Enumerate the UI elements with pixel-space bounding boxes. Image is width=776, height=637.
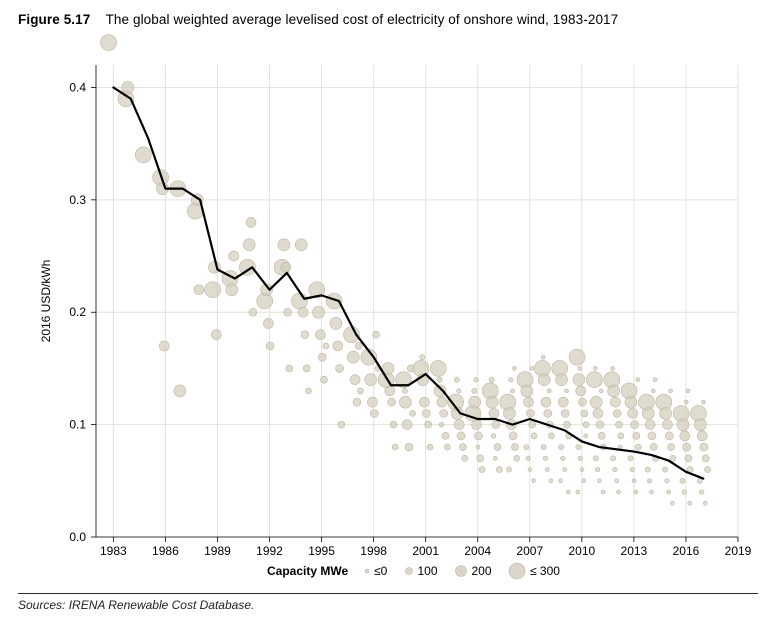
chart-area: 0.0 0.1 0.2 0.3 0.4 1983 1986 1989 1992 1995 1998 2…	[18, 31, 758, 587]
figure-title-text: The global weighted average levelised co…	[106, 12, 619, 27]
svg-text:1992: 1992	[256, 544, 283, 558]
svg-text:2019: 2019	[725, 544, 752, 558]
svg-text:1986: 1986	[152, 544, 179, 558]
svg-text:0.3: 0.3	[69, 193, 86, 207]
svg-text:2004: 2004	[464, 544, 491, 558]
svg-text:≤ 300: ≤ 300	[530, 564, 560, 578]
svg-text:Capacity MWe: Capacity MWe	[267, 564, 348, 578]
svg-text:0.1: 0.1	[69, 418, 86, 432]
svg-text:0.0: 0.0	[69, 530, 86, 544]
source-text: Sources: IRENA Renewable Cost Database.	[18, 598, 758, 612]
chart-svg: 0.0 0.1 0.2 0.3 0.4 1983 1986 1989 1992 1995 1998 2…	[18, 31, 758, 587]
svg-text:100: 100	[418, 564, 438, 578]
figure-number: Figure 5.17	[18, 12, 90, 27]
svg-text:2013: 2013	[621, 544, 648, 558]
svg-text:2016 USD/kWh: 2016 USD/kWh	[39, 260, 53, 343]
svg-text:2010: 2010	[568, 544, 595, 558]
svg-text:1983: 1983	[100, 544, 127, 558]
svg-text:200: 200	[472, 564, 492, 578]
svg-text:2001: 2001	[412, 544, 439, 558]
svg-text:0.2: 0.2	[69, 305, 86, 319]
title-spacer	[94, 12, 102, 27]
svg-text:1995: 1995	[308, 544, 335, 558]
source-rule	[18, 593, 758, 594]
svg-text:1998: 1998	[360, 544, 387, 558]
figure-title: Figure 5.17 The global weighted average …	[18, 12, 758, 27]
svg-text:≤0: ≤0	[374, 564, 388, 578]
svg-text:0.4: 0.4	[69, 80, 86, 94]
svg-text:2016: 2016	[673, 544, 700, 558]
svg-text:1989: 1989	[204, 544, 231, 558]
svg-text:2007: 2007	[516, 544, 543, 558]
